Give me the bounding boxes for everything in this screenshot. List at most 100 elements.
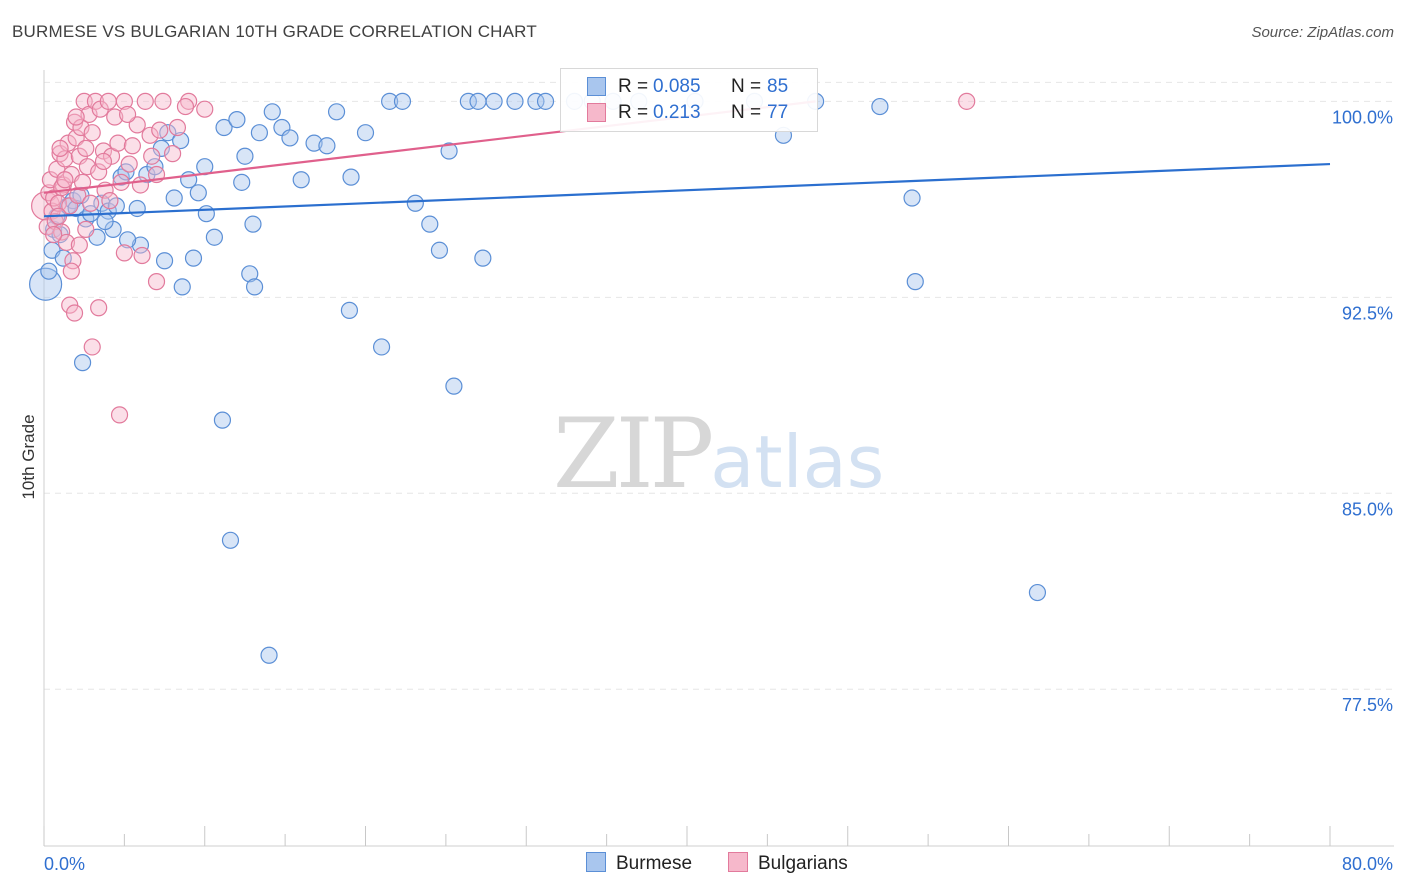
y-tick-label: 92.5%	[1342, 303, 1393, 323]
bulgarian-point	[83, 124, 101, 142]
bulgarian-point	[176, 97, 195, 116]
burmese-point	[241, 265, 259, 283]
bulgarian-point	[65, 304, 84, 322]
chart-title: BURMESE VS BULGARIAN 10TH GRADE CORRELAT…	[12, 22, 537, 41]
bulgarian-legend-label: Bulgarians	[758, 853, 848, 874]
bulgarian-point	[70, 236, 88, 254]
burmese-point	[250, 124, 269, 142]
burmese-legend-swatch	[586, 852, 606, 872]
bulgarian-point	[77, 220, 95, 238]
burmese-point	[172, 131, 190, 150]
burmese-point	[260, 646, 278, 664]
r-value: 0.213	[653, 102, 701, 123]
r-label: R =	[618, 102, 649, 123]
bulgarian-point	[90, 163, 108, 181]
watermark-zip: ZIP	[553, 398, 714, 510]
bulgarian-point	[143, 147, 161, 165]
bulgarian-point	[168, 118, 187, 137]
bulgarian-point	[164, 145, 182, 163]
burmese-point	[236, 147, 254, 165]
y-tick-label: 100.0%	[1332, 107, 1393, 127]
burmese-point	[292, 171, 310, 189]
watermark-atlas: atlas	[710, 420, 885, 504]
n-label: N =	[731, 102, 762, 123]
burmese-point	[527, 92, 545, 110]
bulgarian-legend-swatch	[728, 852, 748, 872]
burmese-point	[128, 199, 146, 218]
burmese-point	[459, 92, 477, 110]
burmese-legend-label: Burmese	[616, 853, 693, 874]
legend-item-bulgarians[interactable]: Bulgarians	[728, 852, 848, 875]
burmese-point	[263, 103, 281, 121]
bulgarian-point	[133, 246, 151, 265]
legend-row-burmese: R = 0.085 N = 85	[561, 75, 817, 101]
burmese-trend-line	[43, 162, 1331, 218]
bulgarian-point	[115, 92, 133, 110]
burmese-point	[184, 249, 203, 267]
burmese-point	[906, 273, 924, 291]
bulgarian-point	[78, 158, 97, 176]
burmese-point	[245, 278, 264, 296]
burmese-point	[445, 377, 463, 395]
burmese-point	[381, 92, 399, 110]
bulgarian-point	[46, 212, 64, 231]
bulgarian-point	[136, 92, 154, 110]
n-value: 85	[767, 76, 789, 97]
burmese-point	[96, 212, 114, 231]
burmese-point	[244, 215, 262, 233]
burmese-point	[305, 134, 323, 152]
n-value: 77	[767, 102, 789, 123]
burmese-point	[173, 278, 191, 296]
burmese-point	[189, 184, 207, 202]
bulgarian-point	[123, 137, 142, 155]
burmese-point	[118, 231, 137, 249]
bulgarian-point	[115, 244, 133, 262]
burmese-point	[233, 173, 251, 191]
r-value: 0.085	[653, 76, 701, 97]
burmese-point	[393, 92, 412, 110]
burmese-swatch	[587, 77, 606, 96]
burmese-point	[197, 205, 215, 223]
bulgarian-point	[958, 92, 976, 110]
burmese-point	[205, 228, 223, 246]
burmese-point	[356, 124, 375, 142]
bulgarian-point	[180, 92, 198, 110]
bulgarian-point	[118, 105, 137, 124]
burmese-point	[213, 411, 232, 429]
bulgarian-point	[101, 192, 119, 210]
burmese-point	[430, 241, 449, 259]
source-label: Source: ZipAtlas.com	[1251, 24, 1394, 41]
burmese-point	[281, 129, 299, 147]
bulgarian-point	[62, 262, 80, 280]
burmese-point	[228, 111, 246, 129]
bulgarian-point	[120, 155, 138, 173]
bulgarian-point	[154, 92, 172, 110]
bulgarian-point	[151, 121, 169, 139]
bulgarian-point	[109, 134, 127, 152]
y-tick-label: 85.0%	[1342, 499, 1393, 519]
bulgarian-point	[110, 406, 129, 424]
burmese-point	[440, 142, 458, 160]
bulgarian-swatch	[587, 103, 606, 122]
bulgarian-point	[141, 126, 159, 144]
burmese-point	[165, 189, 183, 207]
bulgarian-point	[90, 299, 108, 317]
bulgarian-point	[131, 176, 150, 194]
x-tick-label-max: 80.0%	[1342, 854, 1393, 874]
burmese-point	[40, 262, 58, 280]
burmese-point	[506, 92, 524, 110]
bulgarian-point	[73, 173, 92, 191]
bulgarian-point	[83, 338, 101, 356]
stats-legend: R = 0.085 N = 85 R = 0.213 N = 77	[560, 68, 818, 132]
burmese-point	[469, 92, 487, 110]
burmese-point	[536, 92, 555, 110]
bulgarian-point	[45, 226, 63, 244]
bulgarian-point	[82, 194, 100, 212]
burmese-point	[112, 168, 130, 186]
bulgarian-point	[72, 118, 90, 137]
bulgarian-point	[77, 139, 95, 157]
burmese-point	[372, 338, 391, 356]
bulgarian-point	[51, 139, 69, 157]
legend-item-burmese[interactable]: Burmese	[586, 852, 692, 875]
burmese-point	[155, 252, 174, 270]
